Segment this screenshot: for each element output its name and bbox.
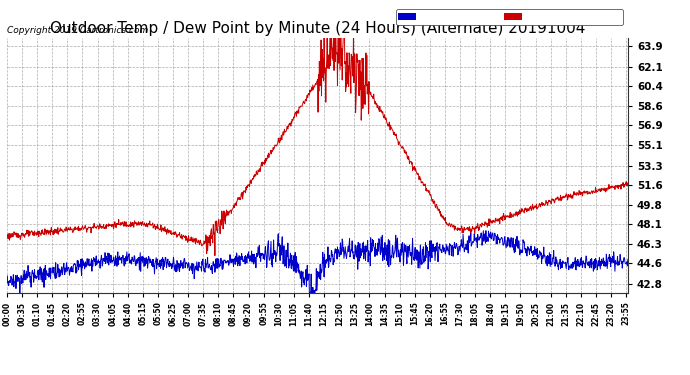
- Text: Copyright 2019 Cartronics.com: Copyright 2019 Cartronics.com: [7, 26, 148, 35]
- Legend: Dew Point (°F), Temperature (°F): Dew Point (°F), Temperature (°F): [395, 9, 623, 25]
- Title: Outdoor Temp / Dew Point by Minute (24 Hours) (Alternate) 20191004: Outdoor Temp / Dew Point by Minute (24 H…: [50, 21, 585, 36]
